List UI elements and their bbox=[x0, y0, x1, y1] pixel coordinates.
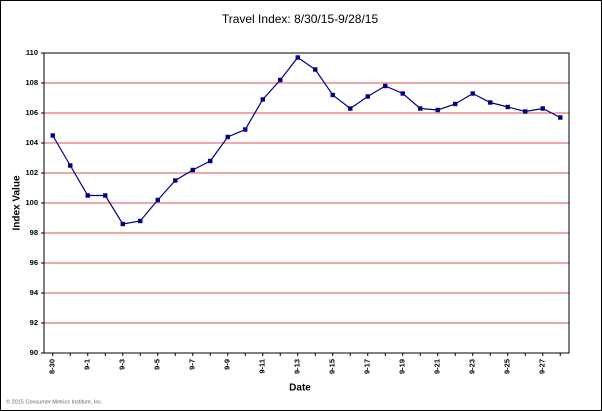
y-tick-label: 104 bbox=[25, 138, 38, 147]
y-tick-label: 108 bbox=[25, 78, 38, 87]
x-tick-label: 9-25 bbox=[503, 359, 512, 374]
data-point bbox=[313, 67, 318, 72]
y-tick-label: 98 bbox=[30, 228, 38, 237]
data-point bbox=[505, 104, 510, 110]
data-point bbox=[190, 167, 195, 173]
data-point bbox=[50, 133, 55, 138]
x-tick-label: 9-23 bbox=[468, 359, 477, 374]
y-tick-label: 100 bbox=[25, 198, 38, 207]
x-tick-label: 9-15 bbox=[328, 359, 337, 374]
data-point bbox=[138, 218, 143, 224]
data-point bbox=[103, 193, 108, 198]
chart-title: Travel Index: 8/30/15-9/28/15 bbox=[222, 12, 379, 26]
data-point bbox=[453, 101, 458, 107]
y-tick-label: 94 bbox=[30, 288, 39, 297]
data-point bbox=[348, 106, 353, 111]
data-point bbox=[173, 178, 178, 183]
data-line bbox=[52, 56, 561, 225]
data-point bbox=[208, 158, 213, 164]
data-point bbox=[225, 134, 230, 140]
x-tick-label: 9-13 bbox=[293, 359, 302, 374]
y-tick-label: 106 bbox=[25, 108, 38, 117]
copyright-note: © 2015 Consumer Metrics Institute, Inc. bbox=[6, 398, 103, 405]
x-tick-label: 9-17 bbox=[363, 359, 372, 374]
data-point bbox=[470, 91, 475, 96]
y-tick-label: 92 bbox=[30, 318, 38, 327]
data-point bbox=[365, 94, 370, 99]
y-tick-label: 110 bbox=[26, 48, 38, 57]
data-point bbox=[243, 127, 248, 132]
data-point bbox=[540, 106, 545, 111]
x-tick-label: 9-5 bbox=[153, 359, 162, 370]
data-point bbox=[558, 115, 563, 120]
y-axis-title: Index Value bbox=[12, 175, 23, 230]
x-tick-label: 9-21 bbox=[433, 359, 442, 374]
x-tick-label: 9-1 bbox=[83, 359, 92, 370]
data-point bbox=[400, 91, 405, 96]
x-tick-label: 8-30 bbox=[48, 359, 57, 374]
y-tick-label: 102 bbox=[25, 168, 38, 177]
data-point bbox=[278, 77, 283, 83]
x-axis-title: Date bbox=[289, 383, 311, 394]
plot-border bbox=[43, 52, 570, 354]
data-point bbox=[435, 107, 440, 113]
x-tick-label: 9-3 bbox=[118, 359, 127, 370]
data-point bbox=[120, 221, 125, 227]
x-tick-label: 9-27 bbox=[538, 359, 547, 374]
x-tick-label: 9-7 bbox=[188, 359, 197, 370]
data-point bbox=[418, 106, 423, 111]
y-tick-label: 96 bbox=[30, 258, 38, 267]
data-point bbox=[488, 100, 493, 105]
data-point bbox=[68, 163, 73, 168]
data-point bbox=[260, 97, 265, 102]
x-tick-label: 9-9 bbox=[223, 359, 232, 370]
x-tick-label: 9-11 bbox=[258, 359, 267, 374]
data-point bbox=[295, 55, 300, 60]
data-point bbox=[330, 92, 335, 98]
data-point bbox=[85, 193, 90, 198]
data-point bbox=[155, 197, 160, 203]
x-tick-label: 9-19 bbox=[398, 359, 407, 374]
data-point bbox=[523, 109, 528, 114]
data-point bbox=[383, 83, 388, 89]
y-tick-label: 90 bbox=[30, 348, 38, 357]
